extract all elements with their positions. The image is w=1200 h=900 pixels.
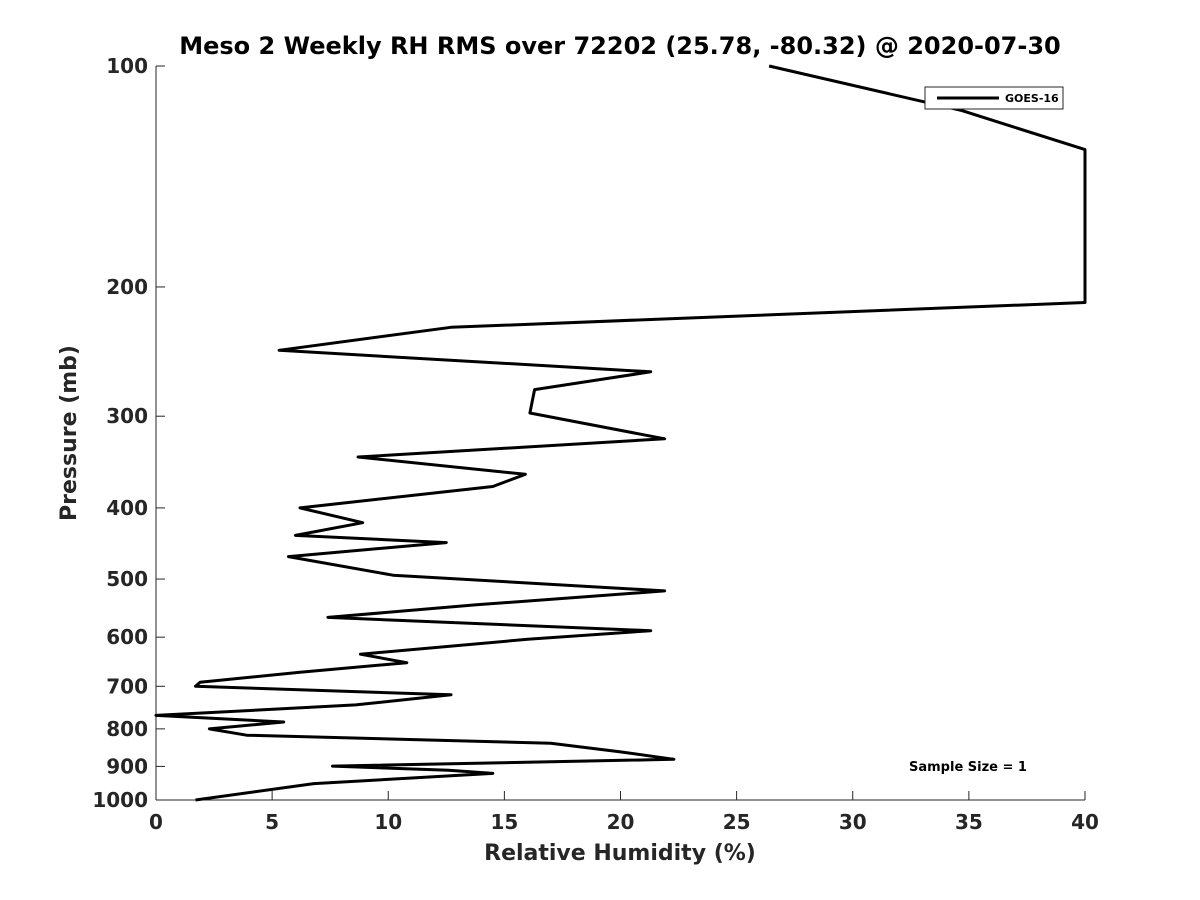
y-tick-label: 600 <box>106 625 148 649</box>
x-tick-label: 10 <box>374 810 402 834</box>
plot-area <box>154 64 1087 802</box>
series-line-goes-16 <box>154 64 1087 802</box>
legend-label-goes-16: GOES-16 <box>1005 92 1059 105</box>
x-tick-label: 35 <box>955 810 983 834</box>
y-tick-label: 100 <box>106 54 148 78</box>
y-tick-label: 1000 <box>92 788 148 812</box>
chart-title: Meso 2 Weekly RH RMS over 72202 (25.78, … <box>179 32 1061 60</box>
y-tick-label: 500 <box>106 567 148 591</box>
x-tick-label: 25 <box>723 810 751 834</box>
x-tick-label: 40 <box>1071 810 1099 834</box>
x-tick-label: 5 <box>265 810 279 834</box>
legend: GOES-16 <box>924 86 1064 110</box>
y-tick-label: 200 <box>106 275 148 299</box>
x-tick-label: 20 <box>607 810 635 834</box>
y-axis-ticks: 100 200 300 400 500 600 700 800 900 1000 <box>92 54 165 812</box>
sample-size-annotation: Sample Size = 1 <box>909 760 1027 775</box>
x-axis-label: Relative Humidity (%) <box>484 841 756 866</box>
y-axis-label: Pressure (mb) <box>57 345 82 521</box>
y-tick-label: 900 <box>106 754 148 778</box>
x-tick-label: 15 <box>490 810 518 834</box>
x-tick-label: 30 <box>839 810 867 834</box>
x-tick-label: 0 <box>149 810 163 834</box>
y-tick-label: 800 <box>106 717 148 741</box>
x-axis-ticks: 0 5 10 15 20 25 30 35 40 <box>149 791 1099 834</box>
y-tick-label: 300 <box>106 404 148 428</box>
y-tick-label: 700 <box>106 674 148 698</box>
y-tick-label: 400 <box>106 496 148 520</box>
